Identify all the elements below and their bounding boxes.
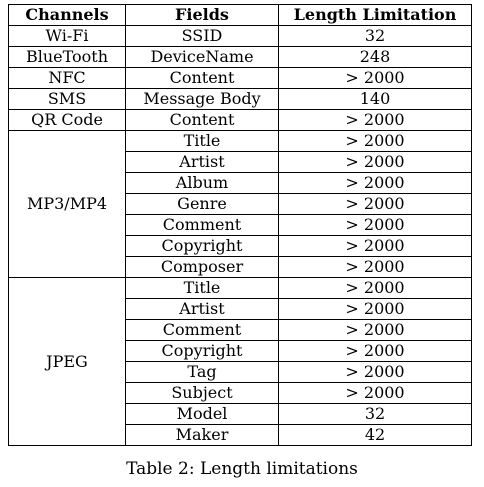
limit-cell: > 2000	[278, 361, 472, 383]
limit-cell: > 2000	[278, 340, 472, 362]
limit-cell: > 2000	[278, 256, 472, 278]
channel-cell: MP3/MP4	[8, 130, 126, 278]
field-cell: Content	[125, 109, 279, 131]
limit-cell: > 2000	[278, 151, 472, 173]
limit-cell: > 2000	[278, 277, 472, 299]
table-row: Subject > 2000	[9, 382, 472, 404]
table-row: Genre > 2000	[9, 193, 472, 215]
field-cell: Composer	[125, 256, 279, 278]
limit-cell: > 2000	[278, 193, 472, 215]
table-row: Maker 42	[9, 424, 472, 446]
limit-cell: > 2000	[278, 67, 472, 89]
field-cell: Copyright	[125, 340, 279, 362]
channel-cell: JPEG	[8, 277, 126, 446]
limit-cell: > 2000	[278, 172, 472, 194]
field-cell: Maker	[125, 424, 279, 446]
header-channels: Channels	[8, 4, 126, 26]
field-cell: Artist	[125, 151, 279, 173]
table-row: Copyright > 2000	[9, 340, 472, 362]
table-row: NFC Content > 2000	[8, 67, 472, 89]
field-cell: Title	[125, 130, 279, 152]
table-row: Copyright > 2000	[9, 235, 472, 257]
table-row: MP3/MP4 Title > 2000	[8, 130, 472, 278]
field-cell: Content	[125, 67, 279, 89]
field-cell: Copyright	[125, 235, 279, 257]
limit-cell: 140	[278, 88, 472, 110]
field-cell: Message Body	[125, 88, 279, 110]
field-cell: Model	[125, 403, 279, 425]
field-cell: Comment	[125, 214, 279, 236]
table-row: JPEG Title > 2000	[8, 277, 472, 446]
channel-cell: BlueTooth	[8, 46, 126, 68]
field-cell: Album	[125, 172, 279, 194]
field-cell: SSID	[125, 25, 279, 47]
header-length-limitation: Length Limitation	[278, 4, 472, 26]
limit-cell: 32	[278, 403, 472, 425]
field-cell: DeviceName	[125, 46, 279, 68]
header-fields: Fields	[125, 4, 279, 26]
limit-cell: > 2000	[278, 130, 472, 152]
field-cell: Tag	[125, 361, 279, 383]
field-cell: Genre	[125, 193, 279, 215]
field-cell: Title	[125, 277, 279, 299]
limit-cell: 248	[278, 46, 472, 68]
limit-cell: > 2000	[278, 382, 472, 404]
channel-cell: QR Code	[8, 109, 126, 131]
limit-cell: > 2000	[278, 298, 472, 320]
table-row: SMS Message Body 140	[8, 88, 472, 110]
table-row: BlueTooth DeviceName 248	[8, 46, 472, 68]
limit-cell: 42	[278, 424, 472, 446]
channel-cell: Wi-Fi	[8, 25, 126, 47]
table-header-row: Channels Fields Length Limitation	[8, 4, 472, 26]
channel-cell: SMS	[8, 88, 126, 110]
table-row: Wi-Fi SSID 32	[8, 25, 472, 47]
channel-cell: NFC	[8, 67, 126, 89]
table-row: Tag > 2000	[9, 361, 472, 383]
table-body: Wi-Fi SSID 32 BlueTooth DeviceName 248 NFC Cont…	[8, 25, 472, 446]
length-limitations-table: Channels Fields Length Limitation Wi-Fi S…	[8, 4, 472, 446]
table-row: Artist > 2000	[9, 298, 472, 320]
limit-cell: 32	[278, 25, 472, 47]
limit-cell: > 2000	[278, 214, 472, 236]
field-cell: Artist	[125, 298, 279, 320]
table-row: Comment > 2000	[9, 319, 472, 341]
field-cell: Subject	[125, 382, 279, 404]
limit-cell: > 2000	[278, 319, 472, 341]
field-cell: Comment	[125, 319, 279, 341]
table-row: QR Code Content > 2000	[8, 109, 472, 131]
length-limitations-table-container: Channels Fields Length Limitation Wi-Fi S…	[8, 4, 472, 446]
table-caption: Table 2: Length limitations	[126, 459, 358, 479]
limit-cell: > 2000	[278, 235, 472, 257]
limit-cell: > 2000	[278, 109, 472, 131]
